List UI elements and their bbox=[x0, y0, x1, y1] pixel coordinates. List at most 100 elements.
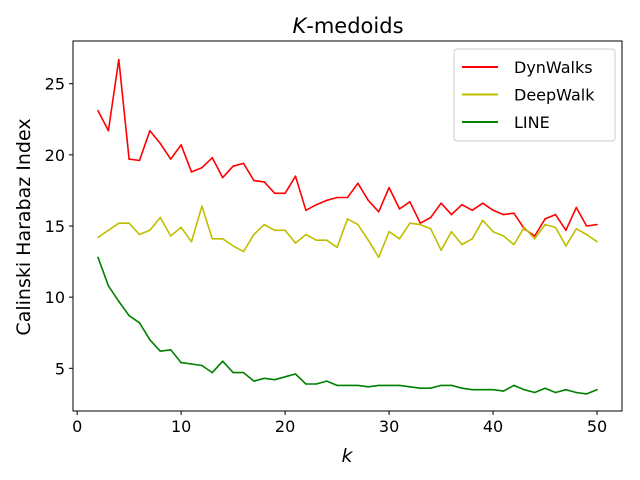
data-point bbox=[273, 229, 276, 232]
data-point bbox=[159, 350, 162, 353]
data-point bbox=[461, 243, 463, 246]
data-point bbox=[149, 129, 151, 132]
data-point bbox=[450, 230, 453, 233]
data-point bbox=[97, 236, 99, 239]
data-point bbox=[398, 384, 401, 387]
data-point bbox=[169, 235, 172, 237]
data-point bbox=[346, 218, 349, 220]
data-point bbox=[273, 192, 276, 195]
data-point bbox=[596, 223, 598, 226]
data-point bbox=[377, 256, 380, 259]
data-point bbox=[450, 384, 453, 387]
data-point bbox=[138, 233, 141, 236]
data-point bbox=[305, 383, 307, 385]
data-point bbox=[128, 158, 130, 160]
data-point bbox=[377, 384, 380, 387]
data-point bbox=[169, 158, 172, 160]
data-point bbox=[554, 213, 557, 216]
x-tick-label: 20 bbox=[275, 417, 295, 436]
data-point bbox=[190, 171, 193, 173]
data-point bbox=[180, 144, 182, 146]
data-point bbox=[118, 222, 120, 224]
data-point bbox=[367, 239, 370, 241]
series-deepwalk bbox=[97, 205, 598, 259]
data-point bbox=[253, 380, 255, 382]
data-point bbox=[513, 243, 515, 246]
data-point bbox=[180, 226, 182, 229]
x-tick-label: 0 bbox=[72, 417, 82, 436]
data-point bbox=[201, 166, 203, 169]
data-point bbox=[336, 196, 338, 199]
data-point bbox=[128, 222, 130, 224]
data-point bbox=[565, 229, 567, 232]
data-point bbox=[533, 391, 536, 394]
data-point bbox=[284, 192, 286, 195]
data-point bbox=[377, 211, 380, 213]
data-point bbox=[440, 249, 442, 251]
data-point bbox=[585, 393, 588, 395]
y-tick-label: 20 bbox=[45, 146, 65, 165]
data-point bbox=[315, 383, 318, 385]
data-point bbox=[481, 202, 484, 204]
data-point bbox=[149, 339, 151, 341]
data-point bbox=[409, 222, 411, 224]
y-tick-label: 10 bbox=[45, 288, 65, 307]
data-point bbox=[596, 240, 598, 243]
data-point bbox=[502, 213, 505, 216]
data-point bbox=[513, 212, 515, 214]
data-point bbox=[544, 223, 546, 226]
data-point bbox=[232, 371, 234, 374]
data-point bbox=[513, 384, 515, 387]
data-point bbox=[440, 384, 442, 387]
legend-label: LINE bbox=[514, 113, 550, 132]
data-point bbox=[544, 387, 546, 390]
data-point bbox=[315, 239, 318, 241]
chart-title: K-medoids bbox=[292, 14, 403, 38]
data-point bbox=[107, 229, 110, 232]
data-point bbox=[159, 142, 162, 145]
data-point bbox=[461, 387, 463, 390]
y-tick-label: 25 bbox=[45, 75, 65, 94]
data-point bbox=[242, 371, 245, 374]
data-point bbox=[575, 391, 578, 394]
data-point bbox=[367, 199, 370, 202]
data-point bbox=[481, 219, 484, 222]
data-point bbox=[471, 209, 474, 212]
x-tick-label: 30 bbox=[379, 417, 399, 436]
legend-label: DynWalks bbox=[514, 58, 593, 77]
data-point bbox=[419, 223, 422, 226]
data-point bbox=[305, 209, 307, 212]
data-point bbox=[533, 238, 536, 240]
data-point bbox=[97, 109, 99, 112]
chart-title-italic: K bbox=[292, 14, 308, 38]
data-point bbox=[367, 386, 370, 388]
data-point bbox=[544, 218, 546, 220]
data-point bbox=[388, 186, 390, 189]
data-point bbox=[294, 373, 297, 375]
data-point bbox=[565, 245, 567, 247]
data-point bbox=[575, 206, 578, 209]
data-point bbox=[388, 384, 390, 387]
data-point bbox=[138, 322, 141, 324]
data-point bbox=[273, 378, 276, 381]
data-point bbox=[388, 230, 390, 233]
legend: DynWalks DeepWalk LINE bbox=[453, 48, 616, 142]
data-point bbox=[554, 391, 557, 394]
data-point bbox=[419, 222, 422, 224]
data-point bbox=[294, 175, 297, 177]
data-point bbox=[263, 377, 266, 380]
data-point bbox=[107, 285, 110, 287]
x-tick-label: 10 bbox=[171, 417, 191, 436]
data-point bbox=[357, 384, 359, 387]
data-point bbox=[201, 364, 203, 367]
chart-title-rest: -medoids bbox=[306, 14, 403, 38]
series-line bbox=[97, 256, 598, 395]
data-point bbox=[502, 235, 505, 237]
data-point bbox=[315, 203, 318, 206]
data-point bbox=[481, 388, 484, 391]
data-point bbox=[409, 386, 411, 388]
data-point bbox=[138, 159, 141, 162]
data-point bbox=[180, 361, 182, 364]
axes: 0 10 20 30 40 50 5 10 15 20 25 bbox=[45, 40, 623, 436]
data-point bbox=[118, 58, 120, 61]
